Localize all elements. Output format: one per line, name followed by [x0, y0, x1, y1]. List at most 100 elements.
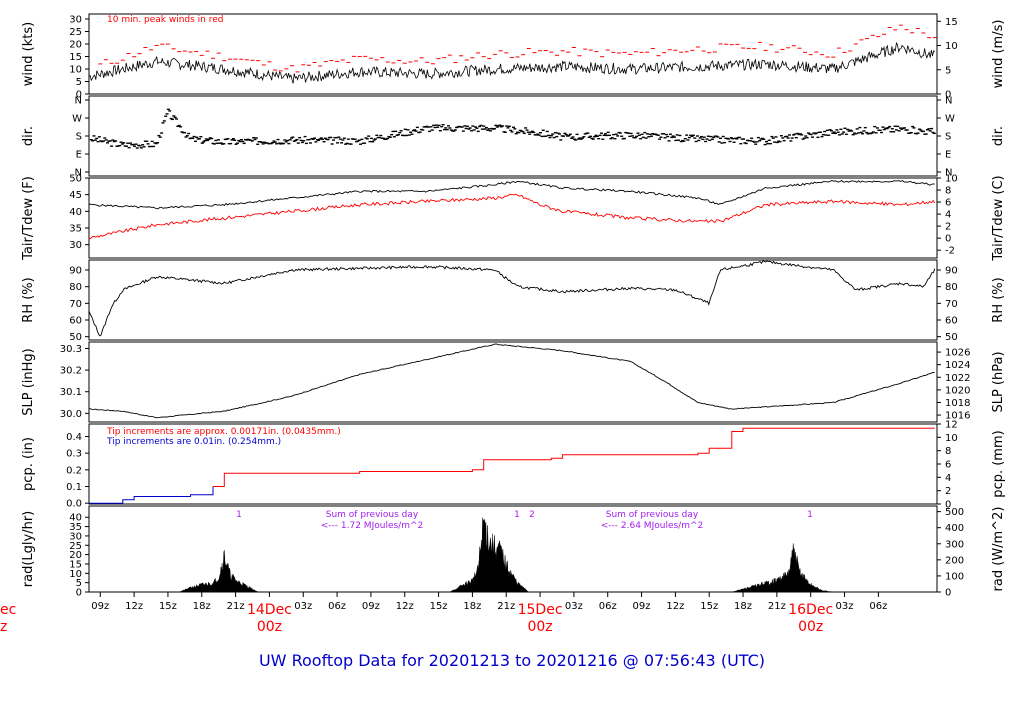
time-tick-label: 15z: [159, 601, 177, 612]
time-tick-label: 21z: [227, 601, 245, 612]
time-tick-label: 06z: [599, 601, 617, 612]
radiation-ytick-left-label: 35: [69, 522, 82, 533]
temperature-ylabel-right: Tair/Tdew (C): [991, 175, 1006, 261]
precipitation-ytick-left-label: 0.1: [66, 482, 82, 493]
time-tick-label: 18z: [193, 601, 211, 612]
temperature-ytick-right-label: 10: [945, 174, 958, 185]
wind-speed-line: [88, 41, 935, 84]
radiation-peak-marker: 1: [807, 510, 813, 520]
pressure-ytick-right-label: 1016: [945, 411, 970, 422]
time-day-time-label: 00z: [798, 619, 823, 635]
radiation-ylabel-left: rad(Lgly/hr): [21, 511, 36, 587]
pressure-ytick-left-label: 30.2: [60, 366, 82, 377]
pressure-ytick-right-label: 1022: [945, 373, 970, 384]
panels: wind (kts) wind (m/s)05101520253005101510…: [21, 13, 1006, 599]
radiation-sum-value-1: <--- 1.72 MJoules/m^2: [321, 521, 423, 531]
temperature-panel-frame: [88, 177, 938, 259]
temperature-ytick-right-label: 8: [945, 186, 951, 197]
humidity-ylabel-right: RH (%): [991, 277, 1006, 322]
radiation-sum-label-1: Sum of previous day: [326, 510, 419, 520]
radiation-ytick-left-label: 20: [69, 550, 82, 561]
radiation-peak-marker: 2: [529, 510, 535, 520]
wind-ytick-left-label: 30: [69, 15, 82, 26]
direction-ytick-right-label: E: [945, 150, 951, 161]
radiation-ytick-right-label: 100: [945, 571, 964, 582]
precipitation-ytick-right-label: 12: [945, 420, 958, 431]
radiation-peak-marker: 1: [514, 510, 520, 520]
pressure-ylabel-right: SLP (hPa): [991, 351, 1006, 412]
precipitation-ytick-right-label: 10: [945, 433, 958, 444]
radiation-ytick-left-label: 10: [69, 569, 82, 580]
temperature-ytick-left-label: 50: [69, 174, 82, 185]
time-day-time-label: 00z: [257, 619, 282, 635]
radiation-area-day-1: [179, 550, 259, 593]
temperature-ytick-right-label: 4: [945, 210, 951, 221]
precipitation-ylabel-right: pcp. (mm): [991, 430, 1006, 497]
time-tick-label: 09z: [91, 601, 109, 612]
direction-ytick-left-label: W: [72, 114, 82, 125]
precipitation-ytick-right-label: 4: [945, 473, 951, 484]
time-tick-label: 12z: [396, 601, 414, 612]
direction-ytick-right-label: N: [945, 168, 952, 179]
precipitation-note-blue: Tip increments are 0.01in. (0.254mm.): [106, 437, 281, 447]
precipitation-note-red: Tip increments are approx. 0.00171in. (0…: [106, 427, 341, 437]
pressure-ytick-right-label: 1018: [945, 398, 970, 409]
radiation-ytick-left-label: 40: [69, 513, 82, 524]
pressure-ylabel-left: SLP (inHg): [21, 348, 36, 416]
precipitation-ytick-right-label: 0: [945, 500, 951, 511]
wind-ytick-right-label: 15: [945, 17, 958, 28]
radiation-ytick-right-label: 300: [945, 539, 964, 550]
wind-ytick-left-label: 20: [69, 40, 82, 51]
humidity-ytick-left-label: 60: [69, 316, 82, 327]
humidity-ytick-right-label: 90: [945, 266, 958, 277]
temperature-ytick-left-label: 40: [69, 207, 82, 218]
radiation-area-day-2: [448, 517, 530, 593]
humidity-ylabel-left: RH (%): [21, 277, 36, 322]
time-tick-label: 06z: [869, 601, 887, 612]
radiation-ytick-right-label: 400: [945, 523, 964, 534]
time-day-time-label: 00z: [527, 619, 552, 635]
temperature-ylabel-left: Tair/Tdew (F): [21, 176, 36, 261]
wind-ytick-left-label: 5: [76, 77, 82, 88]
time-tick-label: 18z: [734, 601, 752, 612]
time-tick-label: 06z: [328, 601, 346, 612]
direction-ylabel-left: dir.: [21, 126, 36, 146]
wind-panel-frame: [88, 13, 938, 95]
time-tick-label: 09z: [633, 601, 651, 612]
humidity-panel-frame: [88, 259, 938, 341]
precipitation-red-line: [213, 427, 935, 487]
radiation-ytick-right-label: 0: [945, 588, 951, 599]
wind-ytick-left-label: 0: [76, 90, 82, 101]
direction-ytick-left-label: N: [75, 96, 82, 107]
pressure-ytick-left-label: 30.0: [60, 409, 82, 420]
time-tick-label: 03z: [294, 601, 312, 612]
time-day-label: 15Dec: [518, 602, 563, 618]
time-tick-label: 21z: [497, 601, 515, 612]
direction-ytick-left-label: E: [76, 150, 82, 161]
wind-ytick-left-label: 15: [69, 52, 82, 63]
time-tick-label: 09z: [362, 601, 380, 612]
radiation-ylabel-right: rad (W/m^2): [991, 507, 1006, 592]
time-tick-label: 03z: [836, 601, 854, 612]
precipitation-ytick-left-label: 0.0: [66, 499, 82, 510]
direction-ylabel-right: dir.: [991, 126, 1006, 146]
precipitation-ytick-right-label: 2: [945, 486, 951, 497]
direction-panel-frame: [88, 95, 938, 177]
wind-ylabel-right: wind (m/s): [991, 20, 1006, 89]
pressure-ytick-left-label: 30.1: [60, 387, 82, 398]
dewpoint-line: [88, 193, 936, 240]
radiation-sum-label-2: Sum of previous day: [606, 510, 699, 520]
humidity-ytick-right-label: 80: [945, 282, 958, 293]
direction-ytick-right-label: N: [945, 96, 952, 107]
precipitation-ytick-left-label: 0.3: [66, 449, 82, 460]
pressure-panel-frame: [88, 341, 938, 423]
humidity-ytick-left-label: 90: [69, 266, 82, 277]
time-tick-label: 21z: [768, 601, 786, 612]
direction-ytick-left-label: S: [76, 132, 82, 143]
radiation-area-day-3: [731, 543, 834, 593]
humidity-ytick-left-label: 70: [69, 299, 82, 310]
precipitation-ytick-left-label: 0.4: [66, 432, 82, 443]
wind-ytick-left-label: 10: [69, 65, 82, 76]
